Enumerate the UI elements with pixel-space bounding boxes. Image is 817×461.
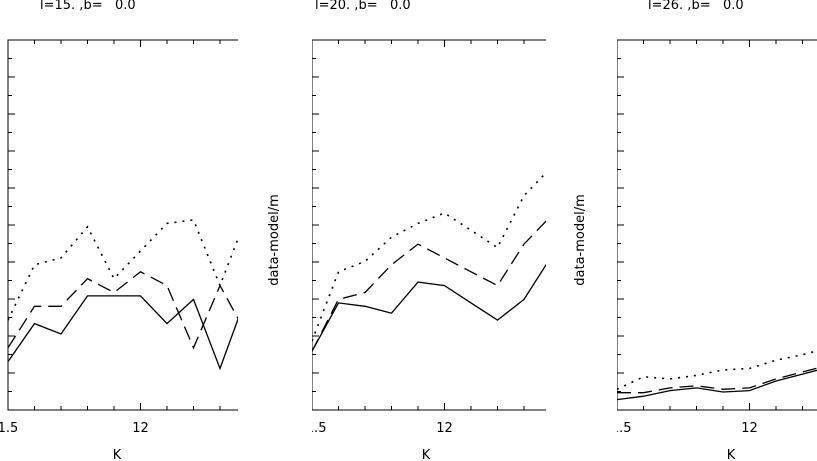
- x-axis-label: K: [727, 448, 736, 461]
- series-line-dotted: [617, 350, 817, 391]
- x-axis-label: K: [422, 448, 431, 461]
- x-tick-label: 1.5: [0, 421, 18, 436]
- chart-panel-l15: 1.5 12 12.5 13 13.5: [0, 39, 553, 436]
- series-line-dotted: [312, 171, 546, 342]
- y-tick-label: 535.28: [599, 17, 614, 63]
- series-line-dashed: [312, 220, 546, 352]
- series-line-dashed: [617, 367, 817, 394]
- y-axis-label: data-model/m: [267, 194, 282, 286]
- x-tick-label: 13: [397, 421, 414, 436]
- series-line-solid: [617, 369, 817, 401]
- y-tick-label: 267.64: [599, 202, 614, 248]
- x-tick-label: 12: [741, 421, 758, 436]
- x-tick-label: 12: [436, 421, 453, 436]
- x-tick-label: 11.5: [603, 421, 632, 436]
- panel-title: l=26. ,b= 0.0: [648, 0, 744, 13]
- chart-panel-l20: 11.5 12 12.5 13 13.5 0 267.64 535.28: [294, 17, 718, 436]
- series-line-solid: [7, 295, 238, 371]
- x-tick-label: 12: [132, 421, 149, 436]
- plot-frame: [617, 39, 817, 411]
- panel-title: l=20. ,b= 0.0: [315, 0, 411, 13]
- y-axis-label: data-model/m: [573, 194, 588, 286]
- x-tick-label: 13: [701, 421, 718, 436]
- y-tick-label: 267.64: [294, 202, 309, 248]
- y-tick-label: 535.28: [294, 17, 309, 63]
- y-tick-label: 0: [294, 406, 309, 414]
- x-tick-label: 13.5: [524, 421, 553, 436]
- x-axis-label: K: [113, 448, 122, 461]
- x-tick-label: 12.5: [563, 421, 592, 436]
- y-tick-label: 0: [599, 406, 614, 414]
- x-tick-label: 11.5: [298, 421, 327, 436]
- x-tick-label: 12.5: [259, 421, 288, 436]
- panel-title: l=15. ,b= 0.0: [40, 0, 136, 13]
- series-line-solid: [312, 263, 546, 352]
- plot-frame: [312, 39, 546, 411]
